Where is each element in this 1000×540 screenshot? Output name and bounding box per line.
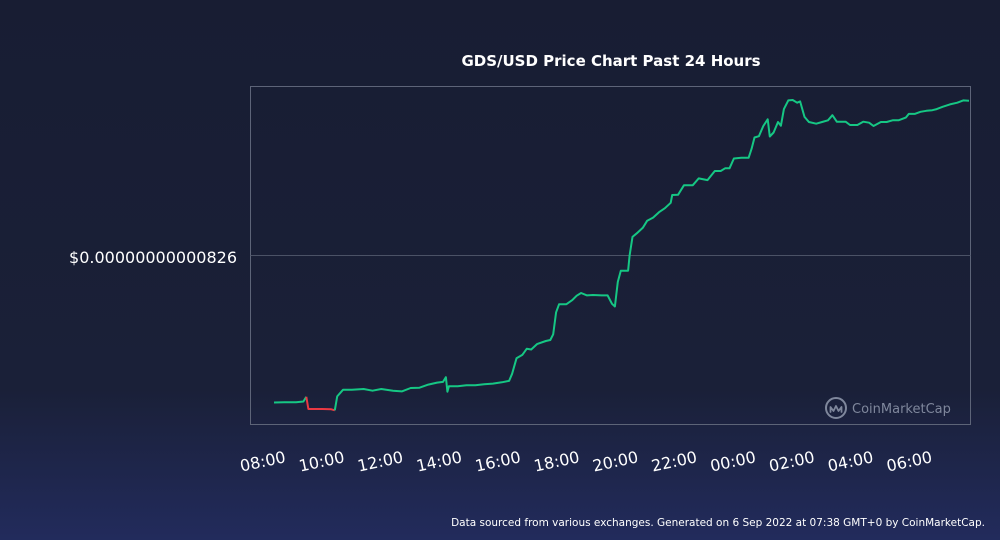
- x-tick-label: 10:00: [297, 447, 346, 475]
- x-tick-label: 18:00: [532, 447, 581, 475]
- x-tick-label: 14:00: [415, 447, 464, 475]
- watermark-text: CoinMarketCap: [852, 402, 951, 417]
- price-series: [273, 99, 970, 412]
- x-tick-label: 16:00: [473, 447, 522, 475]
- x-axis-tick-labels: 08:00 10:00 12:00 14:00 16:00 18:00 20:00 22:00…: [238, 447, 934, 475]
- y-tick-label: $0.00000000000826: [69, 248, 237, 267]
- chart-title: GDS/USD Price Chart Past 24 Hours: [461, 52, 760, 70]
- x-tick-label: 20:00: [591, 447, 640, 475]
- footer-note: Data sourced from various exchanges. Gen…: [451, 517, 985, 529]
- x-tick-label: 00:00: [708, 447, 757, 475]
- price-line-segment-down: [305, 396, 336, 412]
- coinmarketcap-logo-icon: [825, 397, 847, 419]
- x-tick-label: 08:00: [238, 447, 287, 475]
- x-tick-label: 06:00: [885, 447, 934, 475]
- x-tick-label: 02:00: [767, 447, 816, 475]
- price-line-segment-up: [273, 396, 308, 404]
- x-tick-label: 04:00: [826, 447, 875, 475]
- x-tick-label: 22:00: [650, 447, 699, 475]
- watermark: CoinMarketCap: [825, 397, 951, 419]
- price-line-segment-up: [333, 99, 970, 411]
- x-tick-label: 12:00: [356, 447, 405, 475]
